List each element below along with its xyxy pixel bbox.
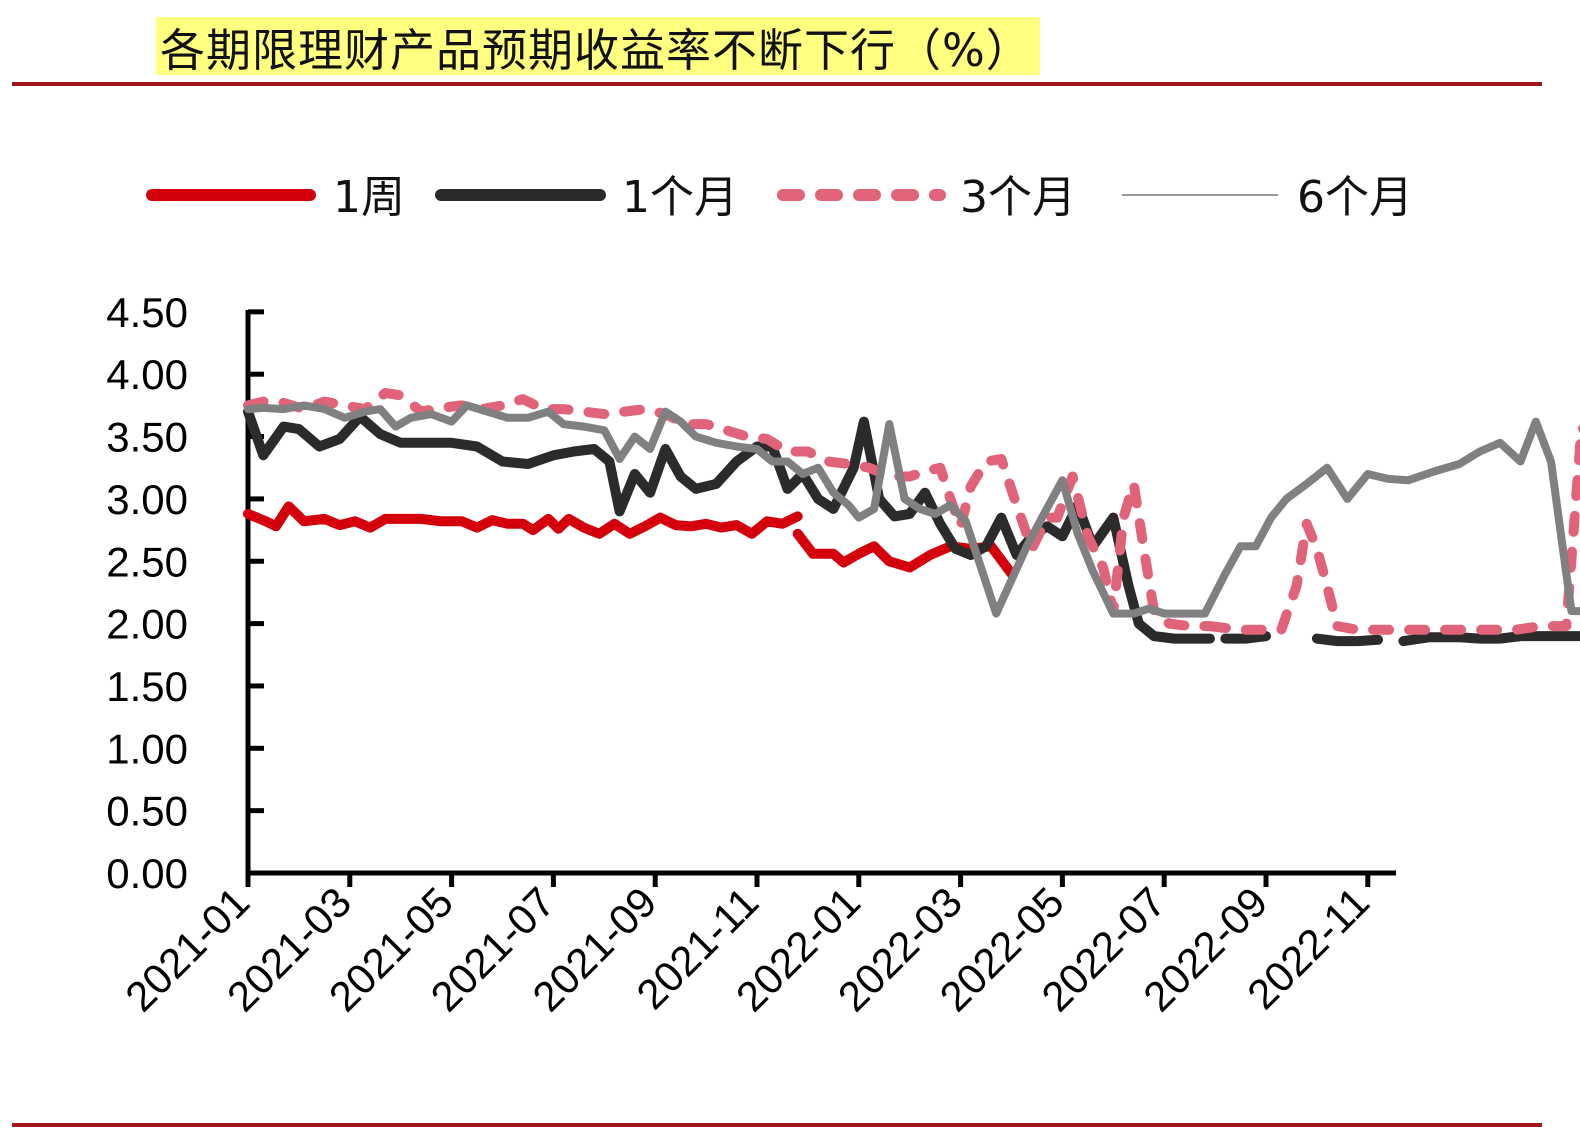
series-6m-path	[244, 401, 1580, 618]
bottom-divider	[12, 1123, 1542, 1127]
y-tick-label: 0.00	[106, 850, 188, 897]
y-tick-label: 4.00	[106, 351, 188, 398]
legend-item-1m: 1个月	[435, 172, 738, 223]
y-tick-label: 2.00	[106, 601, 188, 648]
series-1m-path	[243, 406, 1215, 644]
chart-title: 各期限理财产品预期收益率不断下行（%）	[160, 23, 1032, 77]
y-tick-label: 3.00	[106, 476, 188, 523]
legend-label-1w: 1周	[333, 172, 405, 223]
legend: 1周 1个月 3个月 6个月	[146, 172, 1413, 223]
y-tick-label: 4.50	[106, 289, 188, 336]
series-3m	[243, 387, 1580, 635]
chart-title-highlight: 各期限理财产品预期收益率不断下行（%）	[156, 17, 1040, 77]
y-tick-label: 1.50	[106, 663, 188, 710]
series-1m-path	[1311, 633, 1383, 647]
legend-label-6m: 6个月	[1297, 172, 1413, 223]
top-divider	[12, 82, 1542, 86]
series-3m-path	[1205, 421, 1580, 635]
y-tick-label: 0.50	[106, 788, 188, 835]
legend-item-6m: 6个月	[1122, 172, 1413, 223]
y-tick-label: 3.50	[106, 414, 188, 461]
y-tick-label: 1.00	[106, 725, 188, 772]
series-3m-path	[243, 387, 1215, 632]
legend-label-3m: 3个月	[960, 172, 1076, 223]
x-axis: 2021-012021-032021-052021-072021-092021-…	[116, 870, 1396, 1020]
series-1m	[243, 406, 1580, 647]
legend-item-1w: 1周	[146, 172, 405, 223]
series-1w-path	[243, 501, 803, 539]
y-axis: 0.00 0.50 1.00 1.50 2.00 2.50 3.00 3.50 4.00 4.50	[106, 289, 264, 897]
legend-item-3m: 3个月	[777, 172, 1076, 223]
series-1m-path	[1220, 631, 1271, 644]
legend-label-1m: 1个月	[622, 172, 738, 223]
series-6m	[244, 401, 1580, 618]
series-lines	[243, 387, 1580, 647]
series-1m-path	[1398, 631, 1580, 647]
y-tick-label: 2.50	[106, 538, 188, 585]
